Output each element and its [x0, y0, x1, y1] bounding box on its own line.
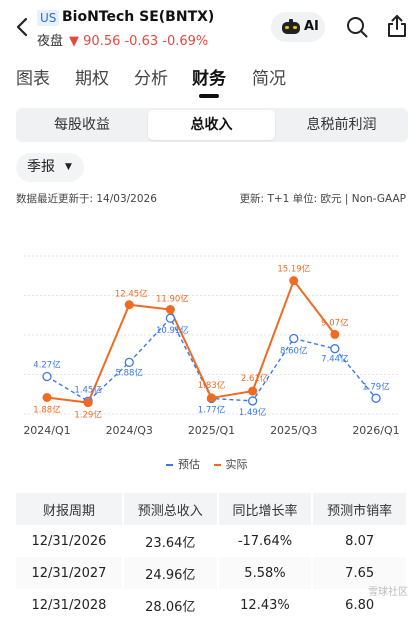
- table-cell: 7.65: [312, 557, 408, 589]
- table-cell: 23.64亿: [122, 525, 219, 557]
- actual-point: [83, 398, 93, 408]
- actual-point: [124, 300, 134, 310]
- segment-ebit[interactable]: 息税前利润: [306, 117, 377, 133]
- x-tick-label: 2025/Q3: [270, 424, 317, 437]
- x-tick-label: 2024/Q1: [23, 424, 70, 437]
- data-label: 1.79亿: [362, 381, 389, 392]
- caret-down-icon: ▼: [65, 162, 72, 172]
- data-label: 1.88亿: [33, 404, 60, 415]
- actual-point: [42, 392, 52, 402]
- actual-point: [207, 393, 216, 403]
- legend-actual-swatch: [213, 464, 221, 466]
- market-badge: US: [37, 10, 60, 26]
- x-tick-label: 2026/Q1: [352, 424, 399, 437]
- table-cell: 8.07: [312, 525, 408, 557]
- chart-legend: 预估 实际: [166, 456, 248, 472]
- metric-segmented-control: 每股收益 总收入 息税前利润: [16, 108, 408, 142]
- data-label: 11.90亿: [156, 294, 189, 305]
- tab-financials[interactable]: 财务: [192, 69, 226, 89]
- estimate-point: [124, 357, 134, 368]
- estimate-point: [289, 333, 299, 344]
- estimate-point: [42, 371, 52, 382]
- table-cell: 24.96亿: [122, 557, 219, 589]
- data-label: 1.77亿: [198, 404, 225, 415]
- actual-point: [165, 305, 175, 315]
- column-header: 财报周期: [16, 493, 124, 525]
- column-header: 预测总收入: [122, 493, 219, 525]
- estimate-point: [371, 393, 381, 403]
- data-label: 15.19亿: [277, 264, 310, 275]
- share-icon[interactable]: [386, 14, 408, 38]
- last-updated-text: 数据最近更新于: 14/03/2026: [16, 193, 157, 205]
- table-row: 12/31/2027 24.96亿 5.58% 7.65: [16, 557, 408, 589]
- data-label: 1.49亿: [239, 407, 266, 418]
- table-cell: 12/31/2027: [16, 557, 124, 589]
- active-tab-indicator: [199, 94, 219, 98]
- search-icon[interactable]: [346, 16, 368, 38]
- revenue-line-chart: 2024/Q1 2024/Q3 2025/Q1 2025/Q3 2026/Q1 4.27亿…: [23, 255, 400, 437]
- price-change: ▼ 90.56 -0.63 -0.69%: [69, 34, 209, 49]
- segment-eps[interactable]: 每股收益: [54, 117, 110, 133]
- back-arrow-icon[interactable]: [12, 14, 34, 40]
- watermark-text: 雪球社区: [368, 587, 408, 598]
- data-label: 8.60亿: [280, 346, 307, 357]
- segment-revenue[interactable]: 总收入: [148, 110, 275, 140]
- table-cell: -17.64%: [217, 525, 314, 557]
- legend-estimate-label: 预估: [178, 458, 200, 471]
- data-label: 1.29亿: [74, 410, 101, 421]
- table-cell: 12/31/2026: [16, 525, 124, 557]
- table-cell: 12/31/2028: [16, 589, 124, 621]
- data-label: 7.44亿: [321, 354, 348, 365]
- period-label: 季报: [27, 159, 55, 175]
- actual-point: [289, 276, 299, 286]
- ai-button[interactable]: AI: [271, 12, 325, 42]
- data-label: 10.91亿: [156, 325, 189, 336]
- estimate-point: [330, 344, 340, 354]
- table-row: 12/31/2026 23.64亿 -17.64% 8.07: [16, 525, 408, 557]
- data-label: 12.45亿: [115, 289, 148, 300]
- actual-point: [248, 386, 258, 396]
- table-cell: 12.43%: [217, 589, 314, 621]
- x-tick-label: 2025/Q1: [188, 424, 235, 437]
- robot-icon: [282, 19, 300, 34]
- data-label: 4.27亿: [33, 360, 60, 371]
- forecast-table: 财报周期 预测总收入 同比增长率 预测市销率 12/31/2026 23.64亿…: [16, 493, 408, 621]
- period-dropdown[interactable]: 季报 ▼: [16, 153, 84, 182]
- legend-actual-label: 实际: [225, 458, 248, 471]
- stock-title: BioNTech SE(BNTX): [62, 9, 215, 25]
- data-label: 5.88亿: [116, 367, 143, 378]
- estimate-point: [247, 396, 258, 406]
- tab-options[interactable]: 期权: [75, 69, 109, 89]
- ai-label: AI: [304, 19, 319, 34]
- session-label: 夜盘: [37, 34, 64, 49]
- estimate-point: [165, 313, 176, 323]
- tab-analysis[interactable]: 分析: [134, 69, 168, 89]
- x-tick-label: 2024/Q3: [106, 424, 153, 437]
- data-label: 1.45亿: [74, 384, 101, 395]
- table-cell: 5.58%: [217, 557, 314, 589]
- table-row: 12/31/2028 28.06亿 12.43% 6.80: [16, 589, 408, 621]
- column-header: 同比增长率: [217, 493, 314, 525]
- tab-chart[interactable]: 图表: [16, 69, 50, 89]
- table-header-row: 财报周期 预测总收入 同比增长率 预测市销率: [16, 493, 408, 525]
- tab-profile[interactable]: 简况: [252, 69, 286, 89]
- column-header: 预测市销率: [312, 493, 408, 525]
- data-label: 9.07亿: [321, 317, 348, 328]
- actual-point: [330, 329, 340, 339]
- quote-line: 夜盘 ▼ 90.56 -0.63 -0.69%: [37, 30, 208, 49]
- data-label: 1.83亿: [198, 380, 225, 391]
- legend-estimate-swatch: [166, 464, 173, 466]
- units-info: 更新: T+1 单位: 欧元 | Non-GAAP: [239, 193, 406, 205]
- actual-series-line: [46, 278, 336, 404]
- table-cell: 28.06亿: [122, 589, 219, 621]
- data-label: 2.61亿: [241, 373, 268, 384]
